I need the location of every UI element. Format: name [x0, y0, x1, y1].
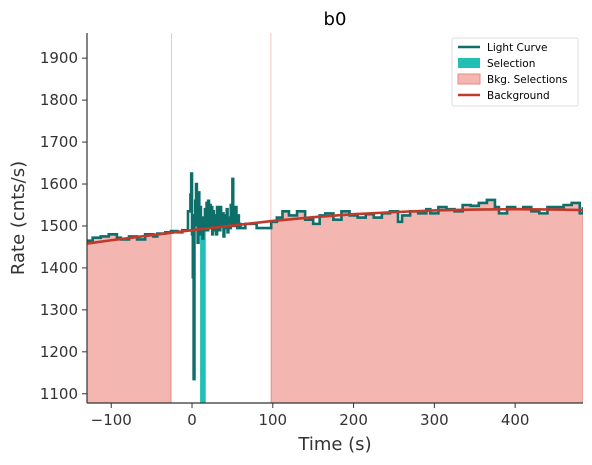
y-axis-label: Rate (cnts/s) [8, 161, 29, 275]
x-tick-label: −100 [91, 411, 132, 429]
x-tick-label: 100 [258, 411, 287, 429]
x-tick-label: 200 [339, 411, 368, 429]
y-tick-label: 1900 [40, 49, 78, 67]
legend: Light Curve Selection Bkg. Selections Backg… [451, 37, 579, 107]
y-tick-label: 1300 [40, 301, 78, 319]
y-tick-label: 1200 [40, 343, 78, 361]
y-tick-label: 1400 [40, 259, 78, 277]
legend-label-1: Selection [487, 58, 535, 70]
background-line [87, 207, 583, 245]
legend-box [451, 37, 579, 107]
y-tick-label: 1600 [40, 175, 78, 193]
light-curve-line [87, 172, 583, 381]
legend-label-3: Background [487, 90, 550, 102]
y-tick-label: 1100 [40, 385, 78, 403]
y-tick-label: 1800 [40, 91, 78, 109]
legend-label-0: Light Curve [487, 42, 548, 54]
legend-swatch-1 [458, 58, 480, 68]
x-tick-label: 0 [187, 411, 197, 429]
selection-fill [200, 207, 206, 403]
y-tick-label: 1500 [40, 217, 78, 235]
y-tick-label: 1700 [40, 133, 78, 151]
bkg-clear-0 [87, 33, 172, 241]
x-axis-label: Time (s) [297, 434, 371, 455]
legend-label-2: Bkg. Selections [487, 74, 567, 86]
x-tick-label: 300 [420, 411, 449, 429]
chart-title: b0 [324, 9, 347, 30]
x-tick-label: 400 [501, 411, 530, 429]
legend-swatch-2 [457, 73, 481, 85]
